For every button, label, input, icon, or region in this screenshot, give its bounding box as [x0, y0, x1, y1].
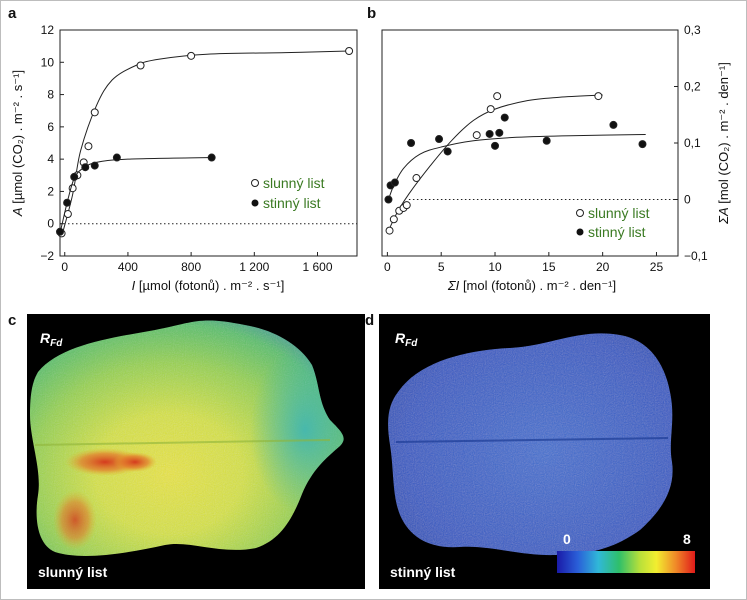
- data-point-open: [594, 92, 603, 101]
- data-point-open: [472, 131, 481, 140]
- data-point-open: [136, 61, 145, 70]
- fit-curve-series-0: [388, 94, 603, 231]
- y-tick-label: −2: [40, 249, 54, 263]
- x-tick-label: 0: [384, 260, 391, 274]
- data-point-filled: [63, 198, 72, 207]
- sunny-leaf-image: [30, 320, 344, 556]
- shade-leaf-image: [388, 333, 673, 556]
- data-point-open: [493, 92, 502, 101]
- data-point-open: [84, 142, 93, 151]
- y-tick-label: 4: [47, 152, 54, 166]
- x-tick-label: 10: [488, 260, 502, 274]
- panel-b-y-ticks: −0,1 0 0,1 0,2 0,3: [674, 23, 708, 263]
- data-point-open: [389, 215, 398, 224]
- y-tick-label: 12: [41, 23, 55, 37]
- data-point-filled: [443, 147, 452, 156]
- panel-a-y-label: A [µmol (CO₂) . m⁻² . s⁻¹]: [10, 70, 25, 217]
- data-point-open: [412, 174, 421, 183]
- chart-panel-a: a −2 0 2 4 6 8 10 12 0 400 800 1 200 1 600 A [µmol …: [8, 5, 358, 293]
- x-tick-label: 800: [181, 260, 201, 274]
- x-tick-label: 15: [542, 260, 556, 274]
- panel-b-legend-shade-marker: [576, 228, 584, 236]
- data-point-filled: [112, 153, 121, 162]
- panel-b-plot-frame: [381, 29, 679, 257]
- panel-a-letter: a: [8, 5, 17, 22]
- panel-b-series: [384, 92, 647, 235]
- data-point-filled: [81, 163, 90, 172]
- panel-b-legend-sunny-marker: [576, 209, 584, 217]
- colorbar-max-label: 8: [683, 531, 691, 547]
- image-panel-c: c RFd slunný list: [8, 312, 365, 589]
- fit-curve-series-1: [388, 134, 646, 200]
- data-point-open: [187, 51, 196, 60]
- data-point-filled: [390, 178, 399, 187]
- y-tick-label: 0,2: [684, 80, 701, 94]
- data-point-filled: [407, 139, 416, 147]
- y-tick-label: 0: [684, 193, 691, 207]
- data-point-filled: [609, 120, 618, 129]
- panel-b-legend: slunný list stinný list: [576, 205, 650, 240]
- panel-a-legend-shade: stinný list: [263, 195, 321, 211]
- y-tick-label: 0,1: [684, 136, 701, 150]
- x-tick-label: 5: [438, 260, 445, 274]
- y-tick-label: 2: [47, 184, 54, 198]
- colorbar: 0 8: [557, 531, 695, 573]
- data-point-filled: [491, 141, 500, 150]
- data-point-filled: [500, 113, 509, 122]
- panel-a-legend-shade-marker: [251, 199, 259, 207]
- data-point-open: [90, 108, 99, 117]
- data-point-filled: [384, 195, 393, 204]
- y-tick-label: 0,3: [684, 23, 701, 37]
- panel-b-letter: b: [367, 5, 376, 22]
- y-tick-label: −0,1: [684, 249, 708, 263]
- y-tick-label: 10: [41, 55, 55, 69]
- colorbar-gradient: [557, 551, 695, 573]
- panel-d-caption: stinný list: [390, 564, 456, 580]
- x-tick-label: 1 600: [302, 260, 332, 274]
- data-point-open: [486, 105, 495, 114]
- image-panel-d: d RFd stinný list 0 8: [365, 312, 710, 589]
- data-point-filled: [485, 129, 494, 138]
- panel-d-letter: d: [365, 312, 374, 329]
- chart-panel-b: b −0,1 0 0,1 0,2 0,3 0 5 10 15 20 25 ΣA [mol (CO₂…: [367, 5, 731, 293]
- panel-b-x-ticks: 0 5 10 15 20 25: [384, 252, 663, 274]
- x-tick-label: 400: [118, 260, 138, 274]
- panel-a-legend-sunny-marker: [251, 179, 259, 187]
- data-point-filled: [90, 161, 99, 170]
- panel-b-legend-sunny: slunný list: [588, 205, 650, 221]
- panel-a-series: [56, 46, 354, 238]
- panel-a-y-ticks: −2 0 2 4 6 8 10 12: [40, 23, 64, 263]
- panel-a-x-label: I [µmol (fotonů) . m⁻² . s⁻¹]: [132, 278, 285, 293]
- y-tick-label: 8: [47, 88, 54, 102]
- x-tick-label: 25: [650, 260, 664, 274]
- data-point-filled: [542, 136, 551, 145]
- x-tick-label: 0: [61, 260, 68, 274]
- data-point-filled: [435, 135, 444, 144]
- data-point-open: [345, 46, 354, 55]
- panel-a-legend: slunný list stinný list: [251, 175, 325, 211]
- x-tick-label: 1 200: [239, 260, 269, 274]
- y-tick-label: 6: [47, 120, 54, 134]
- panel-c-letter: c: [8, 312, 16, 329]
- panel-a-plot-frame: [59, 29, 358, 257]
- data-point-filled: [56, 227, 64, 236]
- y-tick-label: 0: [47, 217, 54, 231]
- data-point-filled: [638, 140, 647, 149]
- data-point-filled: [207, 153, 216, 162]
- panel-b-y-label: ΣA [mol (CO₂) . m⁻² . den⁻¹]: [716, 62, 731, 225]
- panel-b-x-label: ΣI [mol (fotonů) . m⁻² . den⁻¹]: [447, 278, 616, 293]
- data-point-filled: [495, 128, 504, 137]
- x-tick-label: 20: [596, 260, 610, 274]
- panel-b-legend-shade: stinný list: [588, 224, 646, 240]
- colorbar-min-label: 0: [563, 531, 571, 547]
- data-point-open: [402, 201, 411, 210]
- panel-a-legend-sunny: slunný list: [263, 175, 325, 191]
- panel-a-x-ticks: 0 400 800 1 200 1 600: [61, 252, 333, 274]
- panel-c-caption: slunný list: [38, 564, 108, 580]
- data-point-open: [385, 226, 394, 235]
- data-point-filled: [70, 172, 79, 181]
